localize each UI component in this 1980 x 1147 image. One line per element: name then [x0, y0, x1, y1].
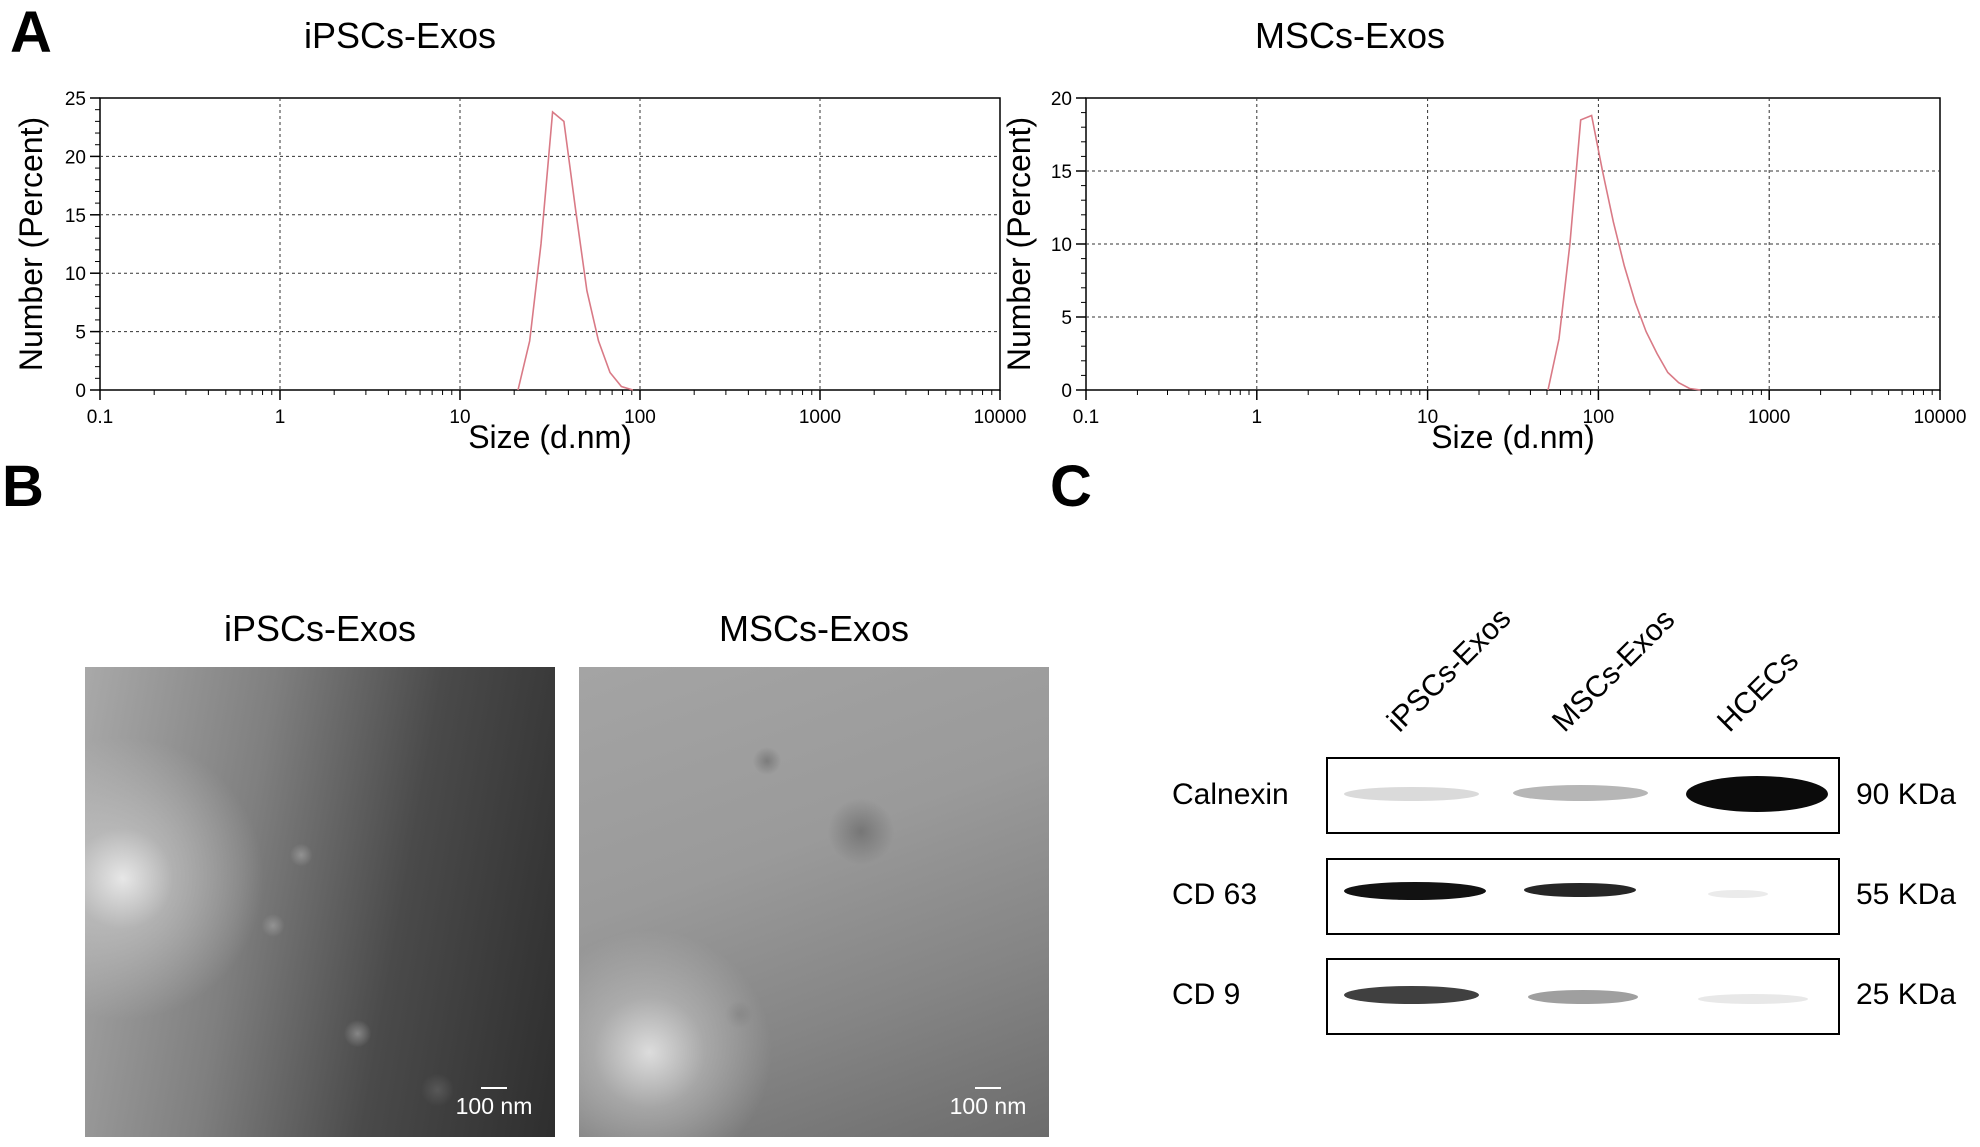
y-tick-label: 25 [65, 89, 86, 110]
y-tick-label: 5 [1061, 308, 1072, 329]
y-axis-label: Number (Percent) [13, 117, 49, 371]
band [1344, 787, 1479, 801]
x-axis-label: Size (d.nm) [1431, 419, 1595, 455]
panel-label-a: A [10, 0, 52, 65]
y-tick-label: 10 [65, 264, 86, 285]
tem-image-mscs: 100 nm [579, 667, 1049, 1137]
scale-bar-label: 100 nm [949, 1093, 1027, 1119]
blot-cd63 [1326, 858, 1840, 935]
x-tick-label: 10 [449, 407, 470, 428]
size-distribution-line [1547, 114, 1701, 391]
kda-cd63: 55 KDa [1856, 878, 1957, 911]
x-tick-label: 10 [1417, 407, 1438, 428]
band [1513, 785, 1648, 801]
blot-cd9 [1326, 958, 1840, 1035]
y-tick-label: 0 [75, 381, 86, 402]
scale-bar-line [481, 1087, 507, 1089]
chart-title-ipscs: iPSCs-Exos [303, 15, 497, 56]
tem-title-mscs: MSCs-Exos [718, 608, 910, 649]
size-distribution-chart-ipscs: 0.1 1 10 100 1000 10000 0 5 10 15 20 25 Size (d.nm) N… [13, 89, 1026, 455]
kda-cd9: 25 KDa [1856, 978, 1957, 1011]
panel-label-c: C [1050, 454, 1092, 519]
row-label-calnexin: Calnexin [1172, 778, 1289, 811]
blot-calnexin [1326, 757, 1840, 834]
band [1524, 883, 1636, 897]
x-tick-label: 100 [1583, 407, 1615, 428]
band [1708, 890, 1768, 898]
y-axis-label: Number (Percent) [1001, 117, 1037, 371]
scale-bar-label: 100 nm [455, 1093, 533, 1119]
kda-calnexin: 90 KDa [1856, 778, 1957, 811]
band [1344, 986, 1479, 1004]
x-tick-label: 1000 [799, 407, 841, 428]
x-tick-label: 1 [1252, 407, 1263, 428]
scale-bar-ipscs: 100 nm [449, 1087, 539, 1120]
tem-image-ipscs: 100 nm [85, 667, 555, 1137]
y-tick-label: 0 [1061, 381, 1072, 402]
tem-title-ipscs: iPSCs-Exos [223, 608, 417, 649]
row-label-cd9: CD 9 [1172, 978, 1241, 1011]
plot-frame [99, 97, 1001, 391]
y-tick-label: 10 [1051, 235, 1072, 256]
panel-label-b: B [2, 454, 44, 519]
row-label-cd63: CD 63 [1172, 878, 1258, 911]
y-tick-label: 15 [1051, 162, 1072, 183]
x-tick-label: 100 [624, 407, 656, 428]
chart-title-mscs: MSCs-Exos [1254, 15, 1446, 56]
band [1528, 990, 1638, 1004]
y-tick-label: 20 [1051, 89, 1072, 110]
x-tick-label: 1 [275, 407, 286, 428]
y-tick-label: 15 [65, 206, 86, 227]
x-axis-label: Size (d.nm) [468, 419, 632, 455]
y-tick-label: 20 [65, 147, 86, 168]
lane-label-ipscs: iPSCs-Exos [1380, 601, 1518, 739]
x-tick-label: 10000 [974, 407, 1027, 428]
scale-bar-line [975, 1087, 1001, 1089]
x-tick-label: 0.1 [87, 407, 113, 428]
x-tick-label: 1000 [1748, 407, 1790, 428]
x-tick-label: 0.1 [1073, 407, 1099, 428]
band [1698, 994, 1808, 1004]
scale-bar-mscs: 100 nm [943, 1087, 1033, 1120]
band [1344, 882, 1486, 900]
lane-label-hcecs: HCECs [1710, 644, 1806, 739]
lane-label-mscs: MSCs-Exos [1545, 602, 1682, 739]
y-tick-label: 5 [75, 323, 86, 344]
size-distribution-chart-mscs: 0.1 1 10 100 1000 10000 0 5 10 15 20 Size (d.nm) Num… [1001, 89, 1967, 455]
x-tick-label: 10000 [1914, 407, 1967, 428]
size-distribution-line [517, 110, 634, 391]
band [1686, 776, 1828, 812]
